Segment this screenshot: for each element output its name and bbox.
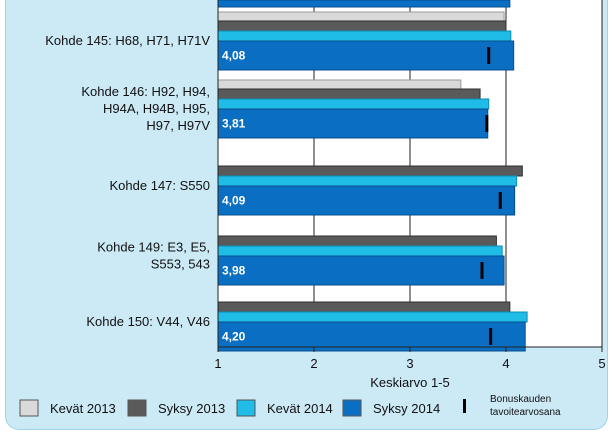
partial-bar bbox=[217, 0, 511, 8]
bar-kevat-2014 bbox=[217, 245, 503, 257]
legend-label: Syksy 2014 bbox=[373, 401, 440, 416]
bar-syksy-2013 bbox=[217, 235, 497, 247]
bar-syksy-2013 bbox=[217, 165, 523, 177]
legend-target-label: Bonuskauden bbox=[490, 394, 551, 405]
legend-swatch bbox=[127, 399, 147, 417]
category-label: Kohde 147: S550 bbox=[110, 178, 210, 193]
bar-syksy-2014 bbox=[217, 40, 515, 71]
value-label: 4,09 bbox=[222, 194, 246, 208]
bar-syksy-2013 bbox=[217, 301, 511, 313]
x-tick-label: 2 bbox=[310, 356, 317, 371]
category-label: Kohde 150: V44, V46 bbox=[86, 314, 210, 329]
bar-kevat-2014 bbox=[217, 30, 512, 42]
bar-kevat-2014 bbox=[217, 311, 528, 323]
bar-syksy-2013 bbox=[217, 20, 507, 32]
target-marker bbox=[480, 262, 484, 279]
category-label: S553, 543 bbox=[151, 257, 210, 272]
category-label: Kohde 149: E3, E5, bbox=[97, 240, 210, 255]
bar-kevat-2014 bbox=[217, 98, 490, 110]
value-label: 3,98 bbox=[222, 264, 246, 278]
category-label: H94A, H94B, H95, bbox=[103, 101, 210, 116]
legend-swatch bbox=[19, 399, 39, 417]
bar-syksy-2014 bbox=[217, 108, 489, 139]
category-label: Kohde 145: H68, H71, H71V bbox=[45, 33, 210, 48]
bar-syksy-2014 bbox=[217, 255, 505, 286]
legend-label: Syksy 2013 bbox=[158, 401, 225, 416]
x-tick-label: 5 bbox=[598, 356, 605, 371]
legend-swatch bbox=[236, 399, 256, 417]
bar-kevat-2013 bbox=[217, 79, 462, 90]
x-tick-label: 4 bbox=[502, 356, 509, 371]
bar-syksy-2013 bbox=[217, 88, 481, 100]
bar-syksy-2014 bbox=[217, 185, 516, 216]
bar-kevat-2013 bbox=[217, 11, 505, 22]
target-marker bbox=[489, 328, 493, 345]
legend-label: Kevät 2014 bbox=[267, 401, 333, 416]
target-marker bbox=[487, 47, 491, 64]
category-label: H97, H97V bbox=[146, 118, 210, 133]
value-label: 4,20 bbox=[222, 330, 246, 344]
target-marker bbox=[498, 192, 502, 209]
value-label: 3,81 bbox=[222, 117, 246, 131]
legend-target-marker bbox=[463, 399, 466, 413]
target-marker bbox=[485, 115, 489, 132]
x-axis-title: Keskiarvo 1-5 bbox=[370, 375, 449, 390]
x-tick-label: 3 bbox=[406, 356, 413, 371]
category-label: Kohde 146: H92, H94, bbox=[81, 84, 210, 99]
legend-swatch bbox=[342, 399, 362, 417]
legend-target-label: tavoitearvosana bbox=[490, 407, 561, 418]
legend-label: Kevät 2013 bbox=[50, 401, 116, 416]
x-tick-label: 1 bbox=[214, 356, 221, 371]
bar-kevat-2014 bbox=[217, 175, 518, 187]
value-label: 4,08 bbox=[222, 49, 246, 63]
bar-syksy-2014 bbox=[217, 321, 526, 352]
